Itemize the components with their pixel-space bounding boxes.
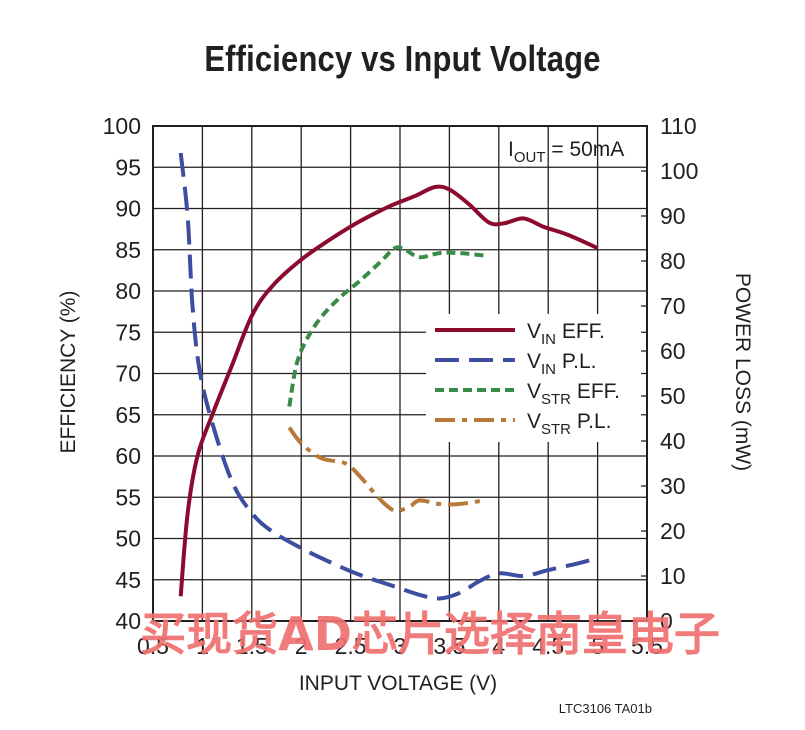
y2-tick-label: 90	[660, 203, 686, 229]
y2-tick-label: 50	[660, 383, 686, 409]
y-axis-label: EFFICIENCY (%)	[57, 291, 80, 454]
y2-tick-label: 30	[660, 473, 686, 499]
y-tick-label: 40	[115, 608, 141, 634]
y-tick-label: 90	[115, 196, 141, 222]
y2-tick-label: 20	[660, 518, 686, 544]
x-tick-label: 2	[295, 633, 308, 659]
figure-code: LTC3106 TA01b	[559, 701, 652, 716]
x-tick-label: 0.5	[137, 633, 169, 659]
annotation-sub: OUT	[514, 149, 546, 166]
y2-tick-label: 40	[660, 428, 686, 454]
x-tick-label: 1	[196, 633, 209, 659]
series-line	[178, 152, 599, 601]
x-tick-label: 3	[394, 633, 407, 659]
grid	[153, 125, 647, 622]
legend-label: VSTR P.L.	[527, 410, 612, 438]
y-tick-label: 75	[115, 319, 141, 345]
y2-tick-label: 70	[660, 293, 686, 319]
legend-background	[426, 314, 641, 442]
legend: VIN EFF.VIN P.L.VSTR EFF.VSTR P.L.	[426, 314, 641, 442]
legend-label: VSTR EFF.	[527, 380, 620, 408]
x-tick-label: 1.5	[236, 633, 268, 659]
legend-label: VIN P.L.	[527, 350, 597, 378]
y-tick-label: 45	[115, 567, 141, 593]
series-line	[287, 245, 485, 407]
y2-tick-label: 60	[660, 338, 686, 364]
y-tick-label: 100	[103, 113, 141, 139]
y-tick-label: 65	[115, 402, 141, 428]
y-tick-label: 55	[115, 484, 141, 510]
plot-frame	[152, 125, 648, 622]
x-tick-label: 5.5	[631, 633, 663, 659]
x-tick-label: 5	[591, 633, 604, 659]
current-annotation: IOUT = 50mA	[508, 138, 624, 166]
tick-labels: 0.5 1 1.5 2 2.5 3 3.5 4 4.5 5 5.510095908580757065…	[103, 113, 699, 659]
y2-tick-label: 10	[660, 563, 686, 589]
y2-tick-label: 110	[660, 113, 697, 139]
x-tick-label: 2.5	[335, 633, 367, 659]
y-tick-label: 85	[115, 237, 141, 263]
y2-axis-label: POWER LOSS (mW)	[731, 273, 754, 471]
y2-tick-label: 100	[660, 158, 698, 184]
annotation-prefix: I	[508, 138, 514, 161]
y2-tick-label: 0	[660, 608, 673, 634]
y-tick-label: 60	[115, 443, 141, 469]
series-line	[178, 184, 599, 597]
y2-tick-label: 80	[660, 248, 686, 274]
watermark-text: 买现货AD芯片选择南皇电子	[140, 607, 720, 661]
x-tick-label: 3.5	[433, 633, 465, 659]
y-tick-label: 50	[115, 526, 141, 552]
y-tick-label: 70	[115, 361, 141, 387]
series-lines	[178, 152, 599, 601]
x-tick-label: 4	[492, 633, 505, 659]
y-tick-label: 80	[115, 278, 141, 304]
legend-label: VIN EFF.	[527, 320, 605, 348]
annotation-suffix: = 50mA	[546, 138, 625, 161]
x-axis-label: INPUT VOLTAGE (V)	[299, 672, 497, 695]
y-tick-label: 95	[115, 154, 141, 180]
x-tick-label: 4.5	[532, 633, 564, 659]
chart-title: Efficiency vs Input Voltage	[204, 38, 601, 79]
series-line	[287, 426, 485, 513]
